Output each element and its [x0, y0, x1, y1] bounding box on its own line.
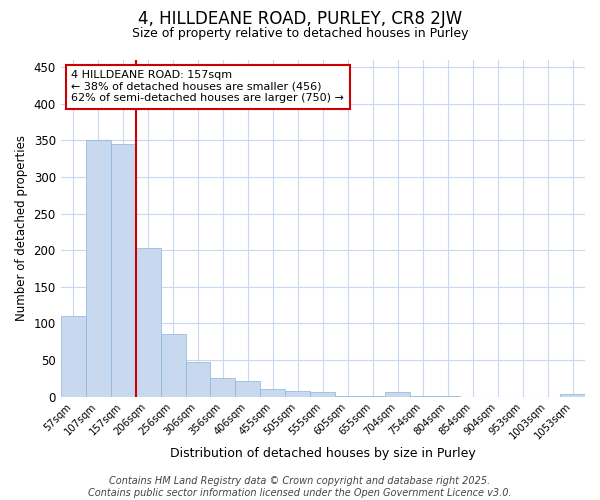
- Text: 4, HILLDEANE ROAD, PURLEY, CR8 2JW: 4, HILLDEANE ROAD, PURLEY, CR8 2JW: [138, 10, 462, 28]
- Y-axis label: Number of detached properties: Number of detached properties: [15, 136, 28, 322]
- Bar: [235, 380, 260, 396]
- Bar: [211, 378, 235, 396]
- Bar: [260, 390, 286, 396]
- Bar: [385, 392, 410, 396]
- Text: Size of property relative to detached houses in Purley: Size of property relative to detached ho…: [132, 28, 468, 40]
- Bar: [560, 394, 585, 396]
- Bar: [86, 140, 110, 396]
- Bar: [61, 316, 86, 396]
- X-axis label: Distribution of detached houses by size in Purley: Distribution of detached houses by size …: [170, 447, 476, 460]
- Bar: [310, 392, 335, 396]
- Bar: [161, 334, 185, 396]
- Text: 4 HILLDEANE ROAD: 157sqm
← 38% of detached houses are smaller (456)
62% of semi-: 4 HILLDEANE ROAD: 157sqm ← 38% of detach…: [71, 70, 344, 103]
- Text: Contains HM Land Registry data © Crown copyright and database right 2025.
Contai: Contains HM Land Registry data © Crown c…: [88, 476, 512, 498]
- Bar: [185, 362, 211, 396]
- Bar: [110, 144, 136, 397]
- Bar: [136, 248, 161, 396]
- Bar: [286, 391, 310, 396]
